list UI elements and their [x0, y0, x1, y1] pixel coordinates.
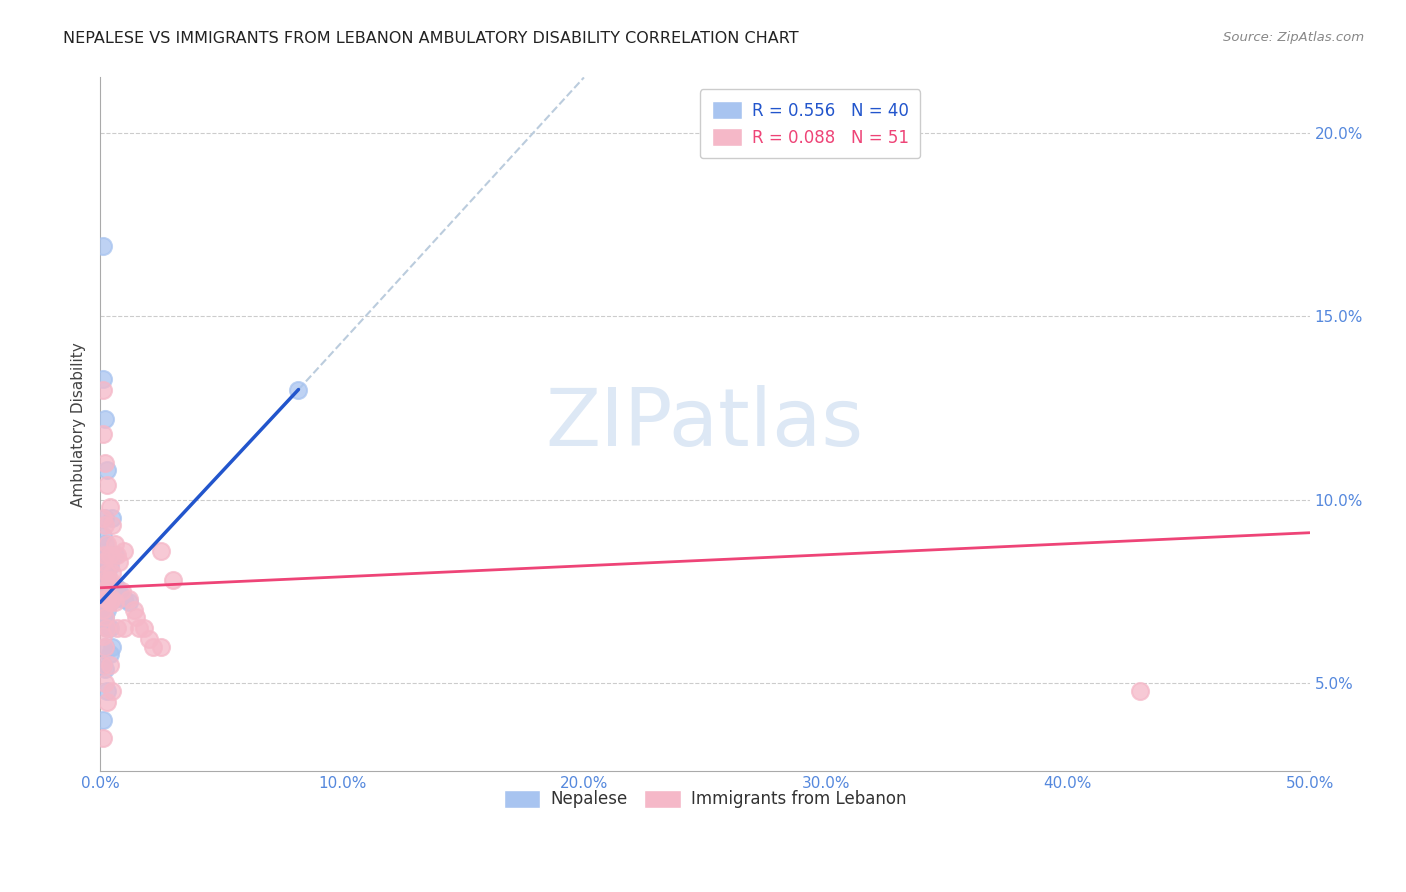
Point [96, 683, 118, 698]
Point [91, 603, 114, 617]
Point [94, 595, 117, 609]
Point [94, 610, 117, 624]
Point [94, 640, 117, 654]
Point [94, 640, 117, 654]
Point [91, 595, 114, 609]
Point [125, 610, 148, 624]
Point [149, 544, 172, 558]
Point [128, 621, 150, 635]
Point [98, 595, 121, 609]
Point [98, 621, 121, 635]
Point [98, 657, 121, 672]
Point [94, 558, 117, 573]
Point [132, 621, 155, 635]
Text: Source: ZipAtlas.com: Source: ZipAtlas.com [1223, 31, 1364, 45]
Point [98, 548, 121, 562]
Point [96, 621, 118, 635]
Point [94, 676, 117, 690]
Point [96, 478, 118, 492]
Point [101, 581, 124, 595]
Point [96, 548, 118, 562]
Point [94, 518, 117, 533]
Point [112, 621, 135, 635]
Point [94, 610, 117, 624]
Point [105, 581, 128, 595]
Point [91, 511, 114, 525]
Legend: Nepalese, Immigrants from Lebanon: Nepalese, Immigrants from Lebanon [496, 783, 912, 815]
Point [96, 695, 118, 709]
Point [142, 640, 165, 654]
Y-axis label: Ambulatory Disability: Ambulatory Disability [72, 342, 86, 507]
Point [94, 412, 117, 426]
Point [108, 584, 131, 599]
Point [98, 500, 121, 514]
Point [118, 591, 141, 606]
Point [104, 595, 127, 609]
Point [105, 621, 128, 635]
Point [101, 683, 124, 698]
Point [287, 383, 309, 397]
Point [91, 713, 114, 727]
Point [111, 584, 134, 599]
Point [98, 591, 121, 606]
Point [101, 640, 124, 654]
Point [94, 511, 117, 525]
Point [91, 610, 114, 624]
Point [94, 662, 117, 676]
Point [91, 731, 114, 746]
Point [138, 632, 160, 647]
Point [91, 584, 114, 599]
Point [91, 628, 114, 642]
Point [94, 574, 117, 588]
Point [101, 511, 124, 525]
Point [96, 566, 118, 581]
Text: NEPALESE VS IMMIGRANTS FROM LEBANON AMBULATORY DISABILITY CORRELATION CHART: NEPALESE VS IMMIGRANTS FROM LEBANON AMBU… [63, 31, 799, 46]
Point [118, 595, 141, 609]
Point [94, 456, 117, 470]
Point [91, 548, 114, 562]
Point [101, 591, 124, 606]
Point [104, 591, 127, 606]
Point [94, 574, 117, 588]
Point [94, 537, 117, 551]
Text: ZIPatlas: ZIPatlas [546, 385, 863, 464]
Point [104, 537, 127, 551]
Point [96, 621, 118, 635]
Point [101, 518, 124, 533]
Point [96, 463, 118, 477]
Point [91, 657, 114, 672]
Point [91, 239, 114, 253]
Point [91, 383, 114, 397]
Point [91, 426, 114, 441]
Point [104, 548, 127, 562]
Point [108, 555, 131, 569]
Point [122, 603, 145, 617]
Point [96, 537, 118, 551]
Point [96, 566, 118, 581]
Point [91, 584, 114, 599]
Point [91, 657, 114, 672]
Point [94, 591, 117, 606]
Point [98, 647, 121, 661]
Point [98, 574, 121, 588]
Point [98, 577, 121, 591]
Point [149, 640, 172, 654]
Point [112, 544, 135, 558]
Point [105, 548, 128, 562]
Point [94, 548, 117, 562]
Point [112, 591, 135, 606]
Point [1129, 683, 1152, 698]
Point [162, 574, 184, 588]
Point [96, 584, 118, 599]
Point [101, 566, 124, 581]
Point [91, 371, 114, 385]
Point [96, 591, 118, 606]
Point [98, 558, 121, 573]
Point [96, 603, 118, 617]
Point [91, 555, 114, 569]
Point [91, 529, 114, 543]
